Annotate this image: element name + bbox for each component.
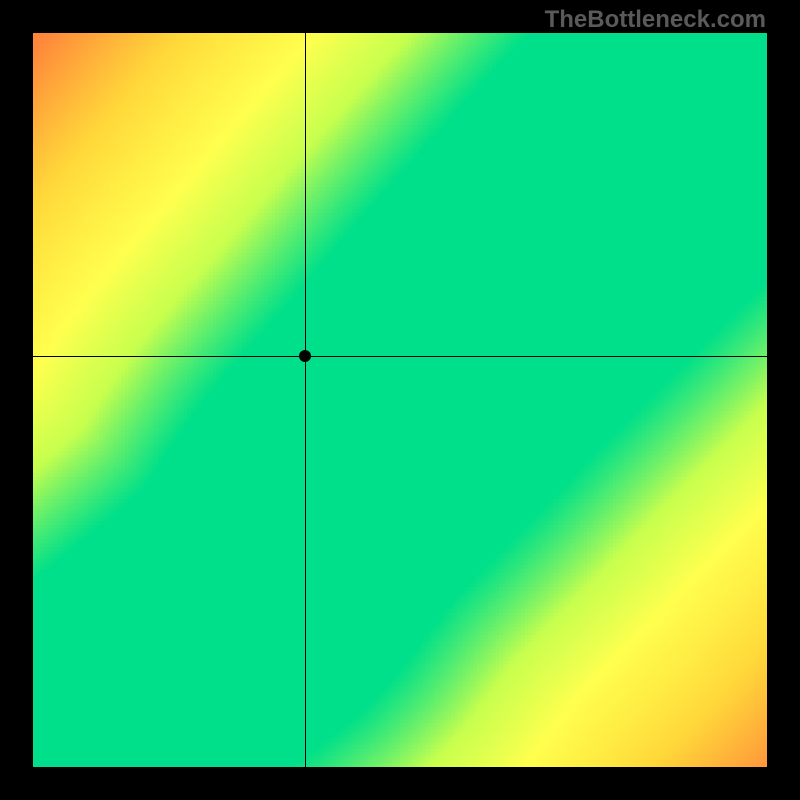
- selection-marker: [299, 350, 311, 362]
- chart-frame: TheBottleneck.com: [0, 0, 800, 800]
- heatmap-gradient: [33, 33, 767, 767]
- crosshair-vertical: [305, 33, 306, 767]
- heatmap-plot: [33, 33, 767, 767]
- crosshair-horizontal: [33, 356, 767, 357]
- watermark: TheBottleneck.com: [545, 6, 766, 34]
